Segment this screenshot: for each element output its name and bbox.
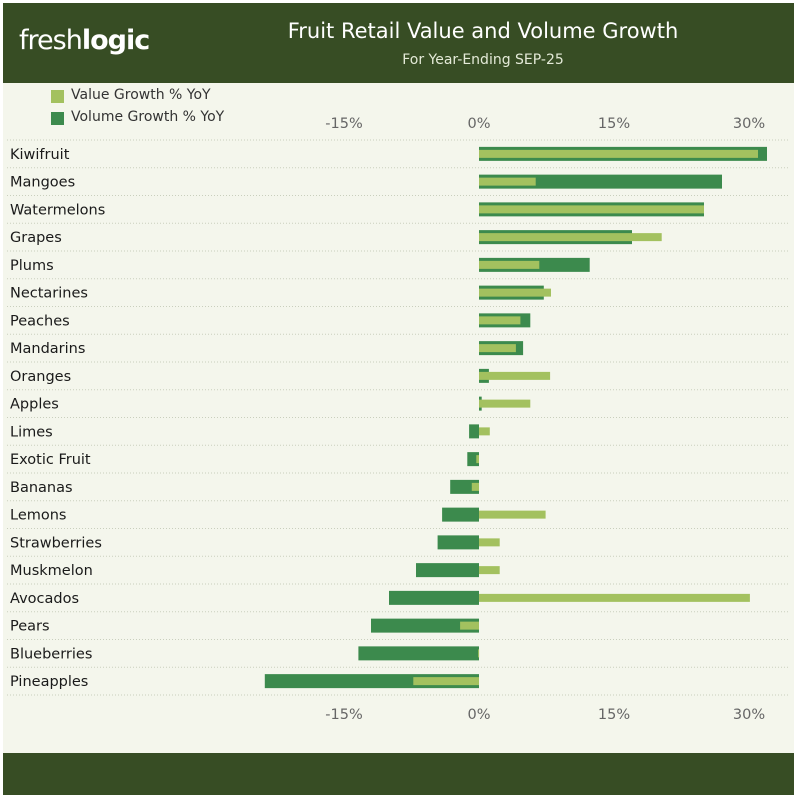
bar-volume-growth	[437, 535, 479, 550]
bar-value-growth	[479, 177, 536, 186]
bar-value-growth	[479, 593, 750, 602]
category-label: Blueberries	[10, 646, 92, 662]
category-label: Muskmelon	[10, 563, 93, 579]
logo-text-bold: logic	[81, 25, 150, 56]
category-label: Kiwifruit	[10, 147, 70, 163]
bar-value-growth	[479, 399, 531, 408]
legend-swatch-value	[51, 90, 64, 103]
bar-value-growth	[479, 427, 490, 436]
bar-volume-growth	[358, 646, 479, 661]
category-label: Limes	[10, 424, 53, 440]
bar-value-growth	[479, 205, 704, 214]
bar-value-growth	[479, 316, 521, 325]
bar-value-growth	[460, 621, 479, 630]
freshlogic-logo: freshlogic	[19, 25, 150, 56]
bar-chart: -15% -15% 0% 0% 15% 15% 30% 30% Kiwifruit Mangoes…	[7, 116, 790, 723]
logo-text-light: fresh	[19, 25, 83, 56]
bar-value-growth	[413, 677, 479, 686]
legend-label-value: Value Growth % YoY	[71, 87, 211, 103]
legend-label-volume: Volume Growth % YoY	[71, 109, 225, 125]
category-label: Plums	[10, 258, 54, 274]
category-label: Bananas	[10, 480, 73, 496]
bar-volume-growth	[442, 507, 479, 522]
bar-volume-growth	[389, 590, 479, 605]
x-tick-label-bottom: 30%	[733, 707, 765, 723]
bar-value-growth	[478, 649, 480, 658]
category-label: Lemons	[10, 508, 67, 524]
category-label: Apples	[10, 397, 59, 413]
category-label: Watermelons	[10, 202, 105, 218]
category-label: Nectarines	[10, 286, 88, 302]
bar-value-growth	[479, 344, 516, 353]
bar-volume-growth	[416, 563, 479, 578]
chart-title: Fruit Retail Value and Volume Growth	[287, 19, 679, 43]
category-label: Avocados	[10, 591, 79, 607]
bar-value-growth	[471, 482, 479, 491]
bar-value-growth	[479, 371, 551, 380]
category-label: Grapes	[10, 230, 62, 246]
x-tick-label-bottom: 15%	[598, 707, 630, 723]
category-label: Peaches	[10, 313, 70, 329]
bar-value-growth	[479, 149, 758, 158]
x-tick-label-bottom: 0%	[467, 707, 490, 723]
header-bar: freshlogic Fruit Retail Value and Volume…	[3, 3, 794, 83]
bar-volume-growth	[469, 424, 479, 439]
bar-value-growth	[479, 260, 540, 269]
bar-value-growth	[476, 455, 479, 464]
footer-bar	[3, 753, 794, 795]
category-label: Strawberries	[10, 535, 102, 551]
x-tick-label-top: 0%	[467, 116, 490, 132]
bar-volume-growth	[467, 452, 479, 467]
bar-volume-growth	[479, 174, 722, 189]
category-label: Oranges	[10, 369, 71, 385]
chart-subtitle: For Year-Ending SEP-25	[402, 52, 564, 68]
category-label: Pineapples	[10, 674, 88, 690]
category-label: Mangoes	[10, 175, 75, 191]
bar-value-growth	[479, 288, 551, 297]
x-tick-label-top: 30%	[733, 116, 765, 132]
x-tick-label-bottom: -15%	[325, 707, 362, 723]
x-tick-label-top: -15%	[325, 116, 362, 132]
chart-frame: freshlogic Fruit Retail Value and Volume…	[3, 3, 794, 795]
bar-value-growth	[479, 510, 546, 519]
x-tick-label-top: 15%	[598, 116, 630, 132]
category-label: Pears	[10, 619, 50, 635]
legend-swatch-volume	[51, 112, 64, 125]
bar-value-growth	[479, 538, 500, 547]
bar-value-growth	[479, 566, 500, 575]
category-label: Mandarins	[10, 341, 85, 357]
bar-volume-growth	[371, 618, 479, 633]
bar-value-growth	[479, 233, 662, 242]
category-label: Exotic Fruit	[10, 452, 91, 468]
